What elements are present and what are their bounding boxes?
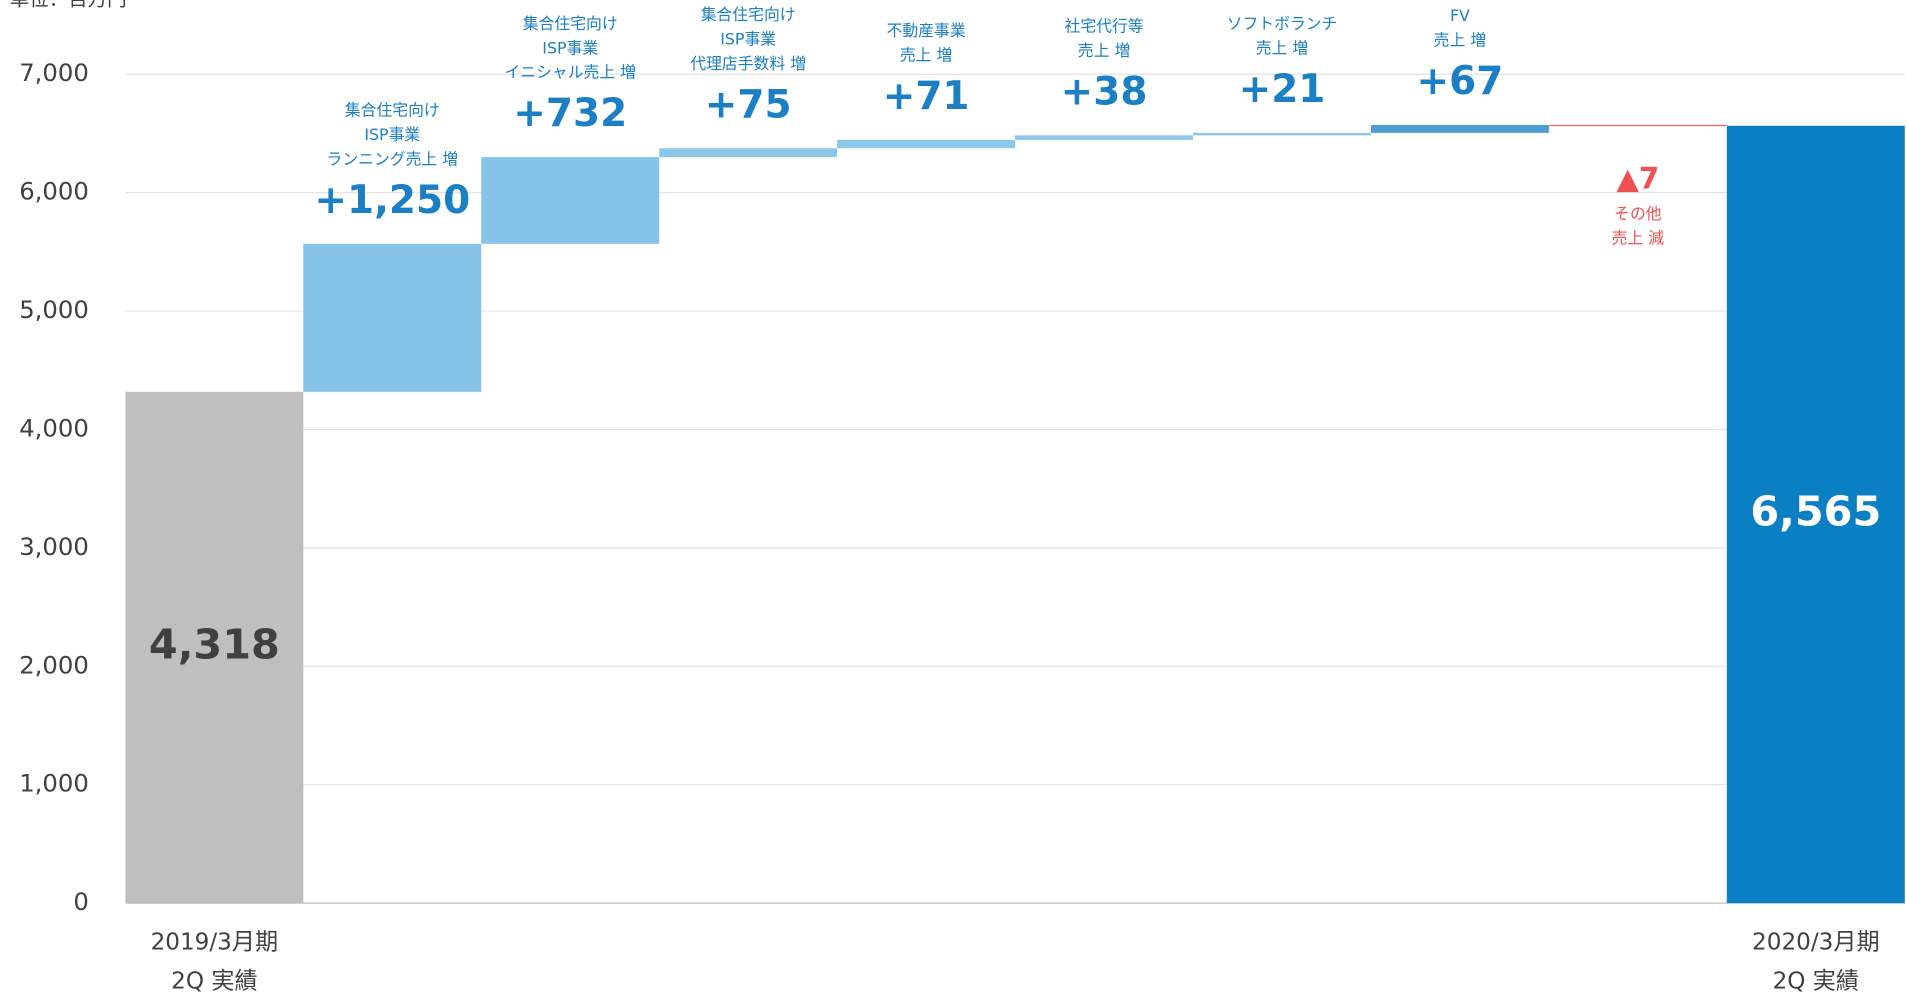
y-tick-label: 3,000 <box>19 532 89 561</box>
annotation: ISP事業 <box>542 38 598 57</box>
bar <box>659 148 838 158</box>
value-label: +1,250 <box>314 178 470 223</box>
annotation: 売上 増 <box>1078 41 1130 60</box>
annotation: ISP事業 <box>720 29 776 48</box>
annotation: 売上 減 <box>1612 228 1665 247</box>
value-label: 6,565 <box>1750 487 1881 535</box>
y-tick-label: 1,000 <box>19 769 89 798</box>
annotation: 集合住宅向け <box>701 5 796 24</box>
bar <box>125 391 304 904</box>
value-label: +71 <box>883 74 970 119</box>
bar <box>837 139 1016 149</box>
annotation: ソフトボランチ <box>1227 14 1338 33</box>
annotation: 代理店手数料 増 <box>690 54 806 73</box>
bar <box>1726 125 1905 904</box>
x-tick-label: 2Q 実績 <box>171 969 257 994</box>
value-label: +21 <box>1239 67 1326 112</box>
annotation: その他 <box>1614 204 1662 223</box>
y-tick-label: 2,000 <box>19 650 89 679</box>
annotation: 社宅代行等 <box>1065 17 1144 36</box>
bar <box>1548 124 1727 127</box>
x-tick-label: 2019/3月期 <box>151 930 279 956</box>
value-label: +67 <box>1417 59 1504 104</box>
value-label: +732 <box>513 91 627 136</box>
value-label: +75 <box>705 82 792 127</box>
value-label: +38 <box>1061 69 1148 114</box>
annotation: 集合住宅向け <box>523 14 618 33</box>
annotation: ランニング売上 増 <box>327 149 459 168</box>
y-tick-label: 0 <box>73 887 88 916</box>
value-label: 4,318 <box>149 620 280 668</box>
y-tick-label: 6,000 <box>19 177 89 206</box>
annotation: イニシャル売上 増 <box>504 63 636 82</box>
y-tick-label: 5,000 <box>19 295 89 324</box>
annotation: ISP事業 <box>364 125 420 144</box>
bar <box>1193 132 1371 136</box>
bar <box>1015 135 1194 140</box>
annotation: 不動産事業 <box>887 21 966 40</box>
annotation: 売上 増 <box>1256 38 1308 57</box>
value-label: ▲7 <box>1616 162 1659 196</box>
bar <box>481 157 660 244</box>
x-tick-label: 2Q 実績 <box>1773 969 1859 994</box>
x-tick-label: 2020/3月期 <box>1752 930 1880 956</box>
annotation: 売上 増 <box>1434 30 1486 49</box>
bar <box>303 243 482 392</box>
bar <box>1370 124 1549 133</box>
y-tick-label: 7,000 <box>19 58 89 87</box>
annotation: 集合住宅向け <box>345 101 440 120</box>
annotation: 売上 増 <box>900 45 952 64</box>
unit-label: 単位：百万円 <box>10 0 127 11</box>
annotation: FV <box>1450 6 1470 25</box>
y-tick-label: 4,000 <box>19 413 89 442</box>
